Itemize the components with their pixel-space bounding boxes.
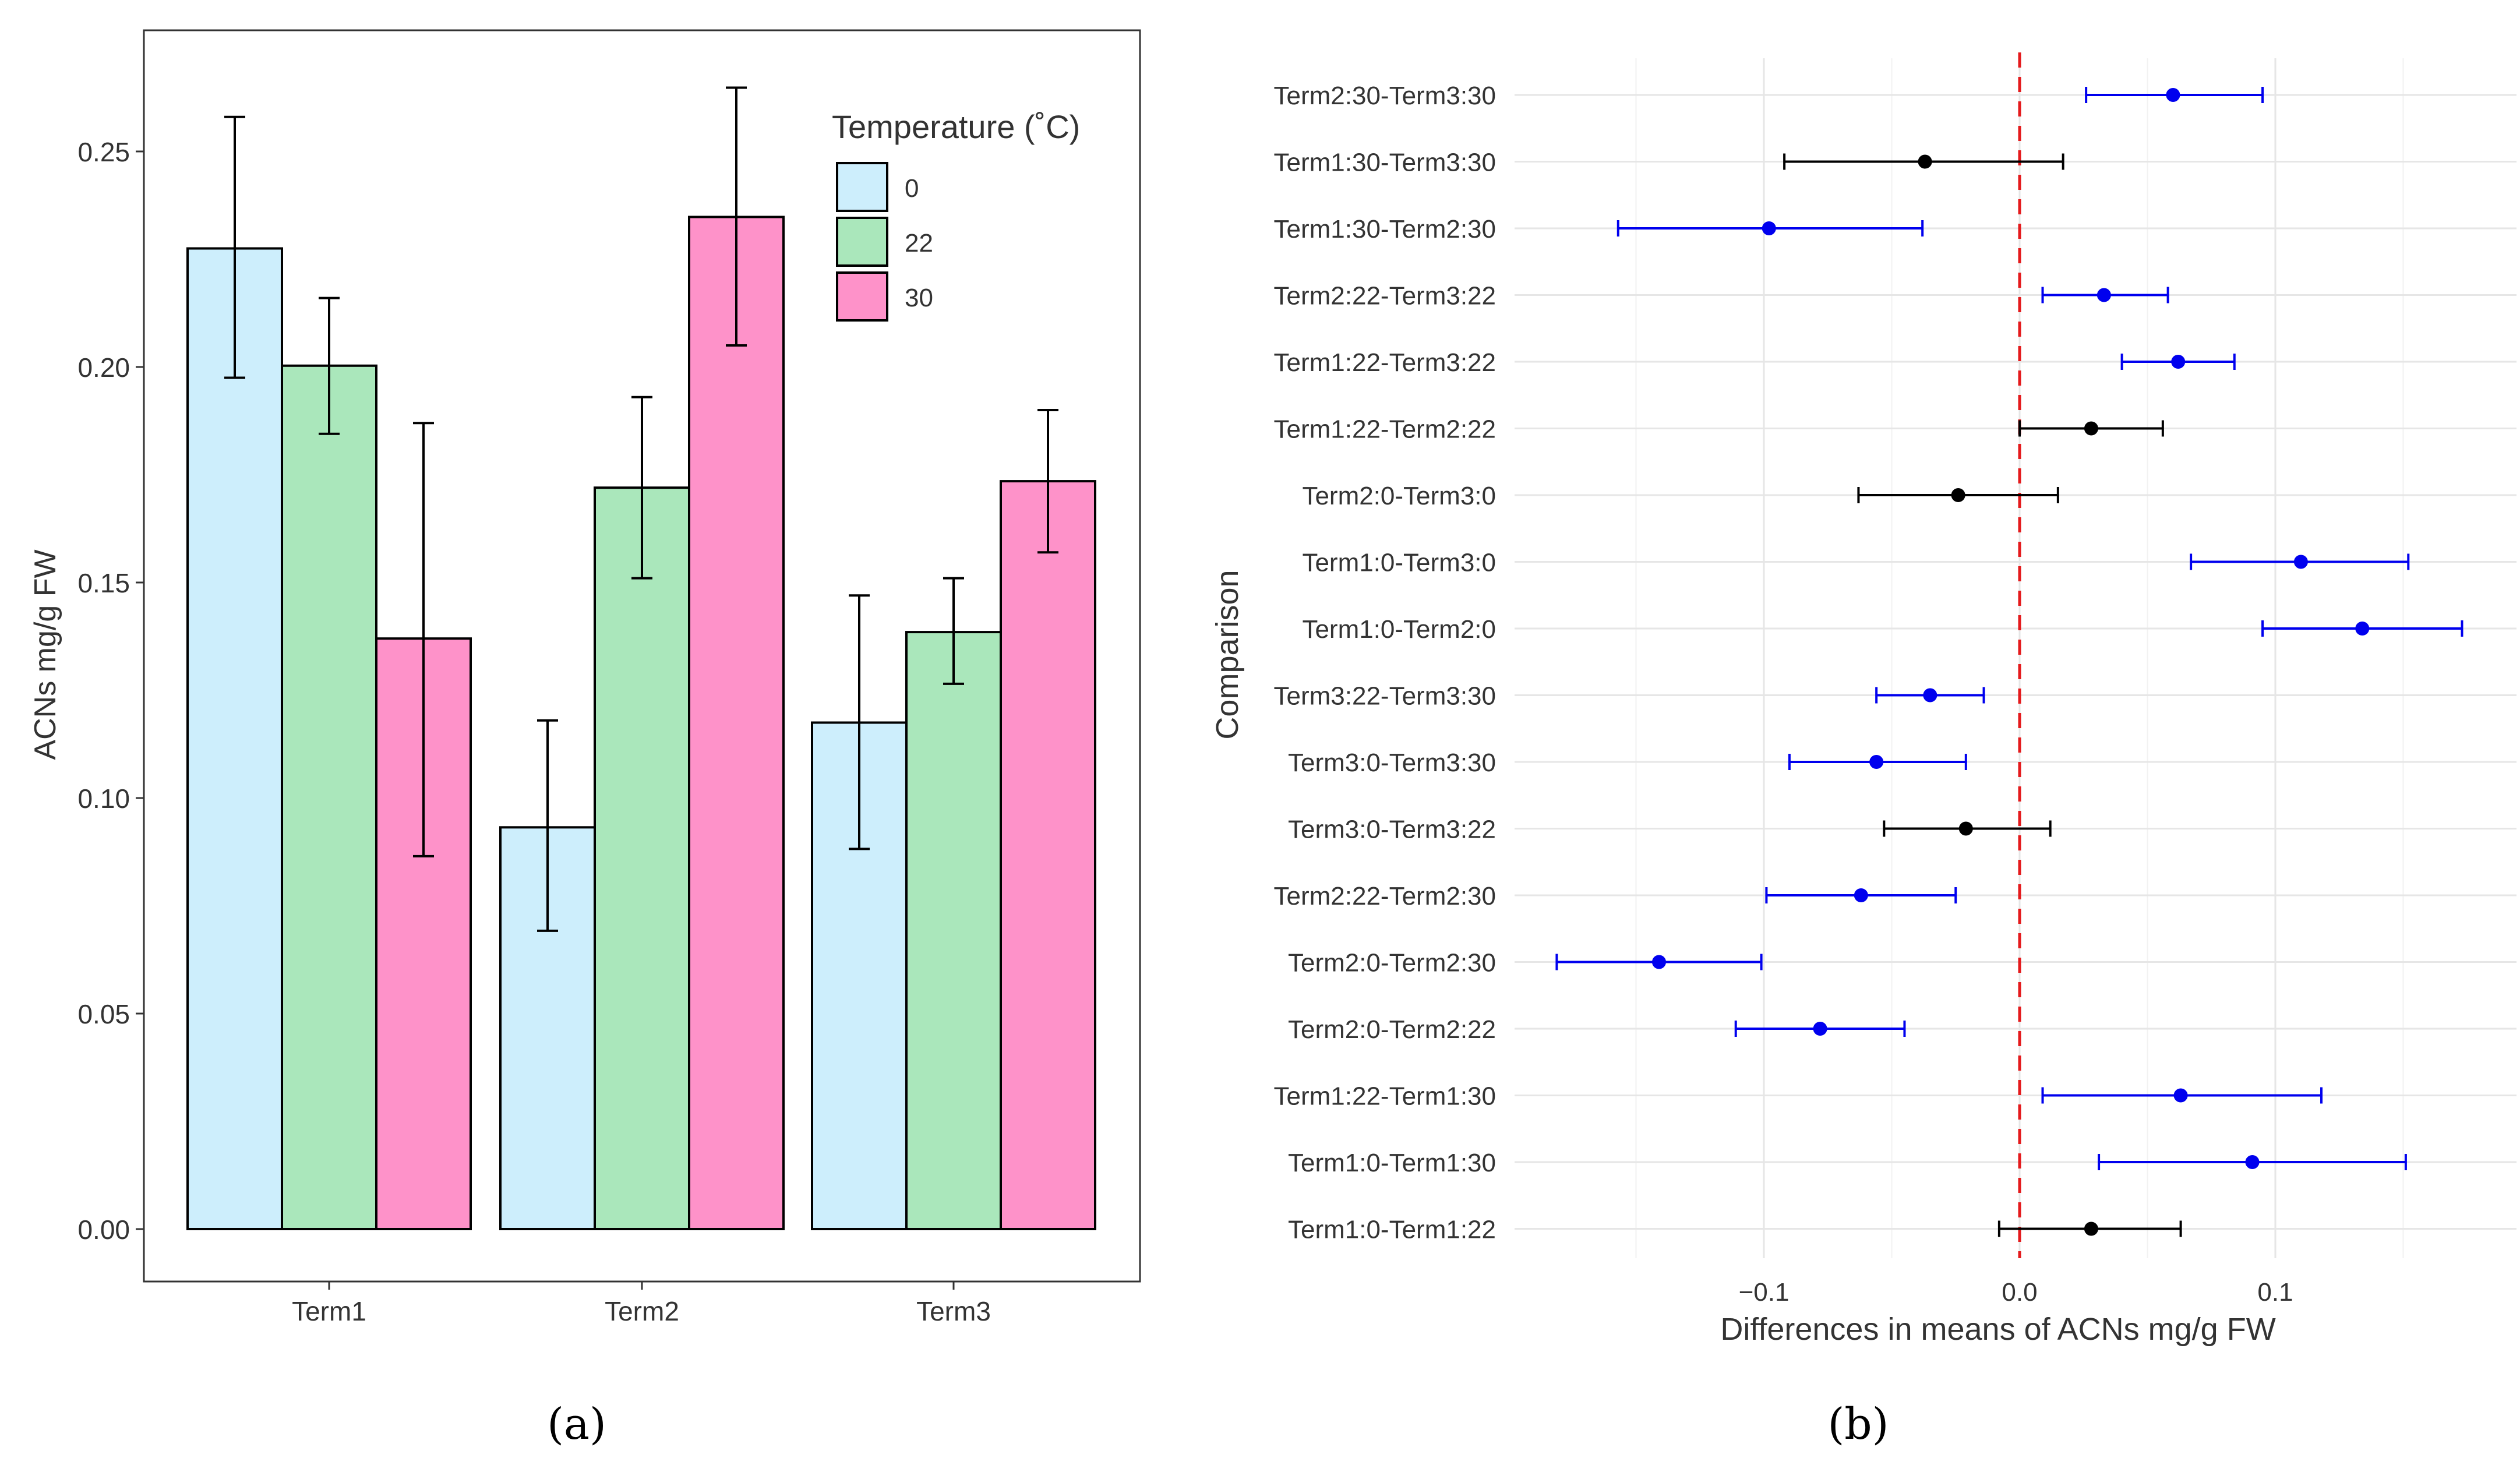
panel-b-interval: [2085, 87, 2264, 103]
panel-b-mean-point: [1951, 488, 1965, 502]
panel-b-mean-point: [1958, 821, 1973, 836]
panel-a-y-axis-label: ACNs mg/g FW: [29, 549, 62, 760]
panel-b-interval: [1883, 820, 2052, 837]
panel-a-bar: [186, 247, 283, 1230]
panel-b-y-axis-label: Comparison: [1210, 570, 1245, 739]
panel-b-mean-point: [1652, 955, 1667, 969]
panel-b-comparison-label: Term2:0-Term2:30: [1288, 949, 1496, 977]
panel-b-comparison-label: Term2:0-Term3:0: [1302, 482, 1496, 510]
panel-b-x-tick-label: 0.1: [2257, 1278, 2293, 1307]
panel-a-legend-swatch: [836, 271, 888, 322]
panel-a-bar: [594, 486, 690, 1231]
panel-a-x-tick-label: Term2: [605, 1296, 679, 1326]
panel-b-mean-point: [1854, 888, 1868, 902]
panel-b-mean-point: [2084, 1222, 2098, 1236]
panel-b-interval: [2041, 1087, 2323, 1104]
panel-b-interval: [2018, 420, 2164, 437]
panel-a-y-axis: 0.00 0.05 0.10 0.15 0.20 0.25: [77, 137, 144, 1245]
panel-b-mean-point: [2097, 288, 2111, 302]
panel-b-interval: [2261, 620, 2463, 637]
panel-b-interval: [1997, 1220, 2182, 1237]
panel-b-interval: [2190, 553, 2410, 570]
panel-a-bar: [905, 631, 1002, 1230]
panel-b-comparison-label: Term1:0-Term3:0: [1302, 549, 1496, 577]
panel-a-legend-title: Temperature (˚C): [832, 108, 1080, 145]
panel-b-mean-point: [1813, 1022, 1827, 1036]
panel-a-legend-swatch: [836, 162, 888, 212]
panel-a-legend: Temperature (˚C) 0 22 30: [832, 108, 1080, 322]
panel-a-y-tick-label: 0.15: [77, 568, 130, 598]
panel-a-bar: [811, 721, 908, 1230]
panel-b-comparison-label: Term2:22-Term3:22: [1274, 282, 1496, 310]
panel-b-mean-point: [2166, 88, 2180, 102]
panel-a-legend-swatch: [836, 217, 888, 267]
panel-b-interval: [1765, 887, 1957, 903]
panel-b-confidence-intervals: [1555, 87, 2463, 1237]
panel-b-comparison-label: Term2:22-Term2:30: [1274, 882, 1496, 910]
panel-b-y-axis: Term2:30-Term3:30 Term1:30-Term3:30 Term1:…: [1274, 82, 1496, 1244]
panel-b-comparison-label: Term1:22-Term3:22: [1274, 348, 1496, 377]
panel-a-x-tick-label: Term1: [292, 1296, 366, 1326]
panel-b-interval: [1617, 220, 1924, 236]
panel-a-y-tick-label: 0.10: [77, 783, 130, 814]
panel-b-comparison-label: Term2:30-Term3:30: [1274, 82, 1496, 110]
panel-b-interval: [1875, 687, 1985, 704]
panel-b-comparison-label: Term1:22-Term1:30: [1274, 1082, 1496, 1111]
panel-a-bar: [1000, 480, 1096, 1230]
panel-b-mean-point: [2171, 355, 2186, 369]
panel-b-mean-point: [1923, 688, 1937, 703]
panel-b-mean-point: [1918, 154, 1932, 169]
panel-a-bar: [281, 364, 377, 1230]
panel-b-comparison-label: Term3:0-Term3:22: [1288, 816, 1496, 844]
panel-b-mean-point: [2355, 622, 2370, 636]
panel-b-mean-point: [1762, 221, 1776, 235]
panel-b-interval: [1734, 1021, 1906, 1037]
panel-a-y-tick-label: 0.00: [77, 1215, 130, 1245]
panel-a-y-tick-label: 0.05: [77, 999, 130, 1029]
panel-b-x-axis-label: Differences in means of ACNs mg/g FW: [1720, 1312, 2275, 1347]
panel-b-interval: [1857, 487, 2059, 503]
panel-a-y-tick-label: 0.20: [77, 352, 130, 383]
panel-b-mean-point: [1869, 755, 1884, 769]
panel-b-interval-plot: Term2:30-Term3:30 Term1:30-Term3:30 Term1:…: [1210, 52, 2517, 1449]
panel-a-bar-chart: 0.00 0.05 0.10 0.15 0.20 0.25 Term1 Term2 Term3…: [29, 29, 1141, 1449]
panel-b-comparison-label: Term2:0-Term2:22: [1288, 1015, 1496, 1044]
panel-a-y-tick-label: 0.25: [77, 137, 130, 167]
panel-a-x-tick-label: Term3: [916, 1296, 991, 1326]
panel-b-mean-point: [2245, 1155, 2260, 1169]
panel-a-bar: [688, 216, 785, 1231]
panel-b-interval: [2098, 1154, 2407, 1170]
panel-b-comparison-label: Term1:30-Term3:30: [1274, 149, 1496, 177]
panel-a-error-bars: [224, 86, 1058, 932]
panel-b-comparison-label: Term1:30-Term2:30: [1274, 215, 1496, 243]
panel-b-comparison-label: Term3:0-Term3:30: [1288, 749, 1496, 777]
panel-b-x-tick-label: −0.1: [1739, 1278, 1790, 1307]
panel-a-legend-label: 22: [905, 229, 933, 257]
panel-a-caption: (a): [547, 1399, 606, 1449]
panel-b-comparison-label: Term1:0-Term2:0: [1302, 615, 1496, 644]
panel-b-x-tick-label: 0.0: [2002, 1278, 2037, 1307]
panel-b-interval: [2041, 287, 2169, 303]
panel-a-bar: [375, 637, 472, 1230]
panel-b-interval: [2120, 354, 2236, 370]
panel-b-comparison-label: Term1:0-Term1:30: [1288, 1149, 1496, 1177]
panel-b-comparison-label: Term1:0-Term1:22: [1288, 1216, 1496, 1244]
panel-b-interval: [1783, 153, 2064, 170]
panel-b-comparison-label: Term1:22-Term2:22: [1274, 415, 1496, 444]
panel-a-legend-label: 30: [905, 284, 933, 312]
panel-b-caption: (b): [1827, 1399, 1889, 1449]
panel-a-x-axis: Term1 Term2 Term3: [292, 1282, 991, 1326]
panel-b-mean-point: [2084, 421, 2098, 436]
panel-b-mean-point: [2173, 1088, 2188, 1103]
panel-b-comparison-label: Term3:22-Term3:30: [1274, 682, 1496, 711]
panel-b-mean-point: [2293, 555, 2308, 569]
panel-b-interval: [1555, 954, 1763, 970]
panel-b-interval: [1788, 754, 1967, 770]
panel-b-x-axis: −0.1 0.0 0.1: [1739, 1278, 2293, 1307]
panel-a-legend-label: 0: [905, 174, 919, 203]
